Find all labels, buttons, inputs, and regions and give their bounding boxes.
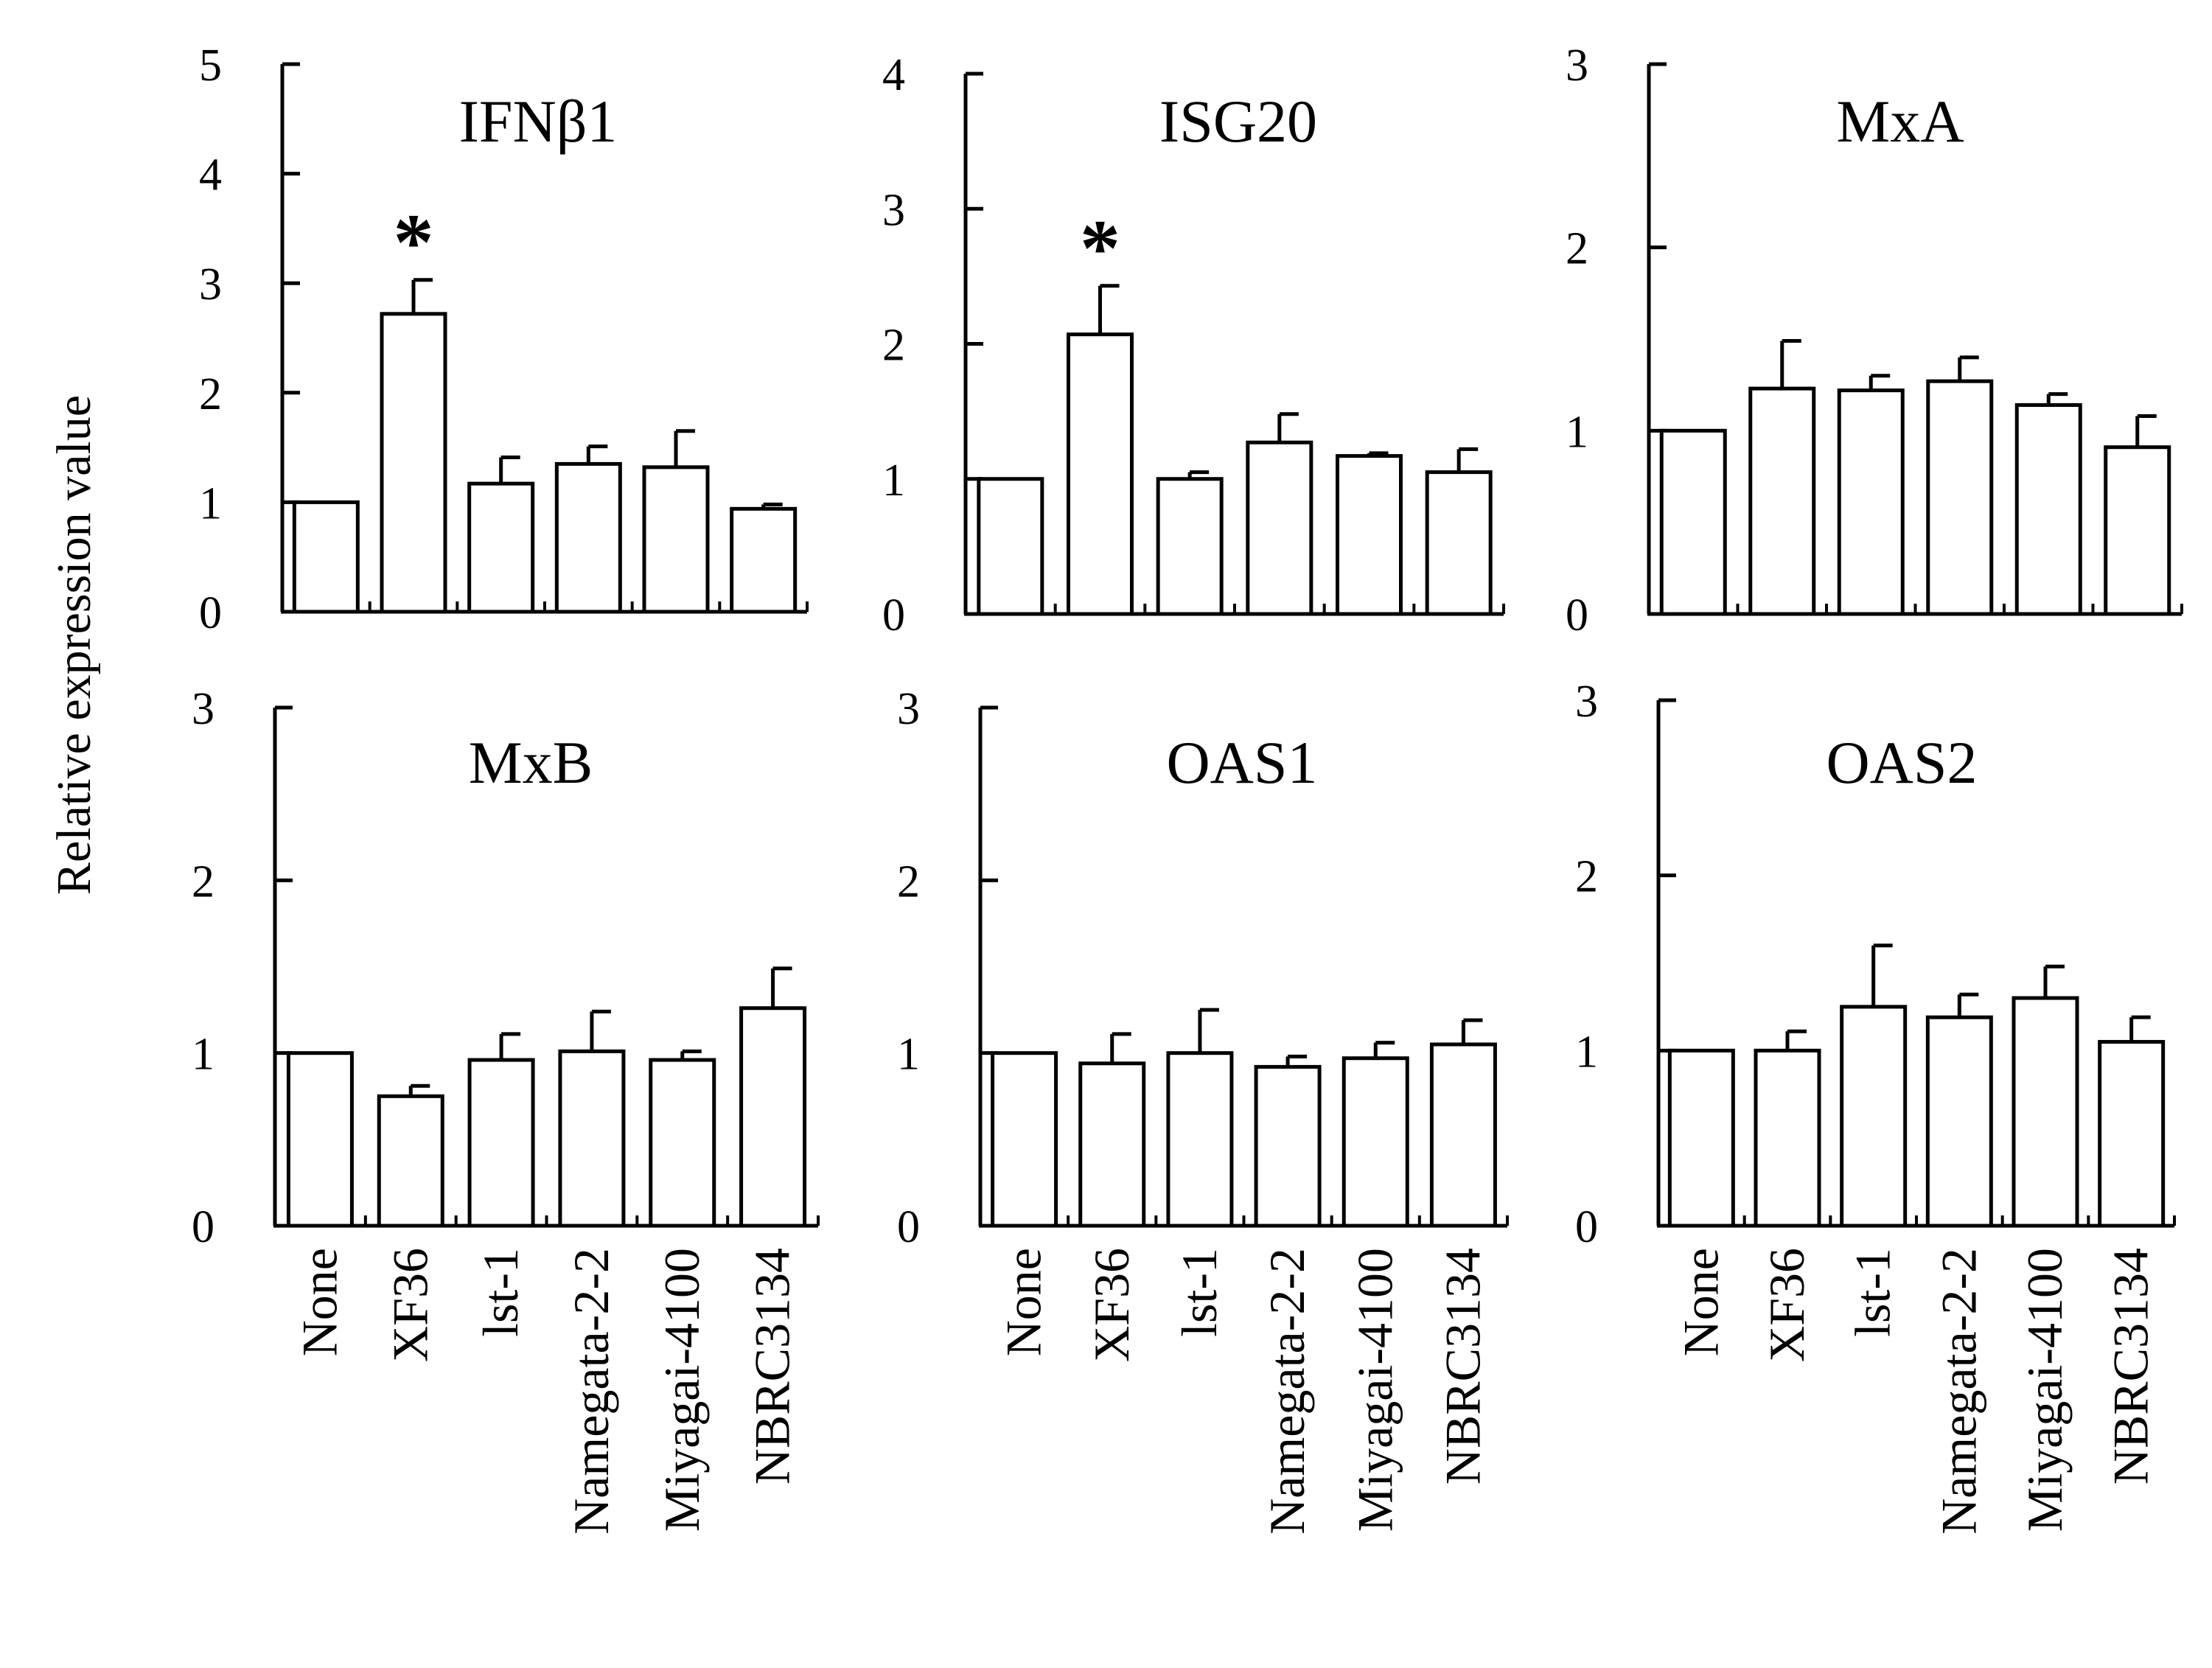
bar <box>1254 1064 1322 1228</box>
bar <box>1925 1015 1993 1228</box>
significance-star: * <box>394 198 434 287</box>
bar <box>991 1051 1058 1228</box>
panel-title: MxA <box>1836 88 1964 155</box>
bar <box>286 1051 354 1228</box>
y-tick-label: 3 <box>1575 677 1598 727</box>
bar <box>377 1094 444 1228</box>
bar <box>380 312 447 614</box>
y-tick-label: 0 <box>192 1202 214 1252</box>
bar <box>292 500 360 614</box>
category-label: Namegata-2-2 <box>1259 1248 1315 1535</box>
significance-star: * <box>1080 203 1120 293</box>
bar <box>1837 388 1905 616</box>
category-label: XF36 <box>1759 1248 1815 1362</box>
bar <box>1659 428 1727 616</box>
category-label: XF36 <box>1084 1248 1140 1362</box>
bar <box>1667 1048 1735 1228</box>
bar <box>730 506 798 614</box>
bar <box>1156 477 1224 616</box>
bar <box>1341 1056 1409 1228</box>
category-label: NBRC3134 <box>744 1248 800 1484</box>
y-tick-label: 0 <box>897 1202 920 1252</box>
y-tick-label: 1 <box>882 456 905 506</box>
category-label: Miyagai-4100 <box>1347 1248 1403 1532</box>
bar <box>1166 1051 1234 1228</box>
y-tick-label: 4 <box>199 150 222 200</box>
category-label: Miyagai-4100 <box>2017 1248 2073 1532</box>
panel-title: OAS1 <box>1166 729 1317 796</box>
y-tick-label: 3 <box>897 684 920 734</box>
bar <box>977 477 1044 616</box>
bar <box>649 1058 716 1228</box>
y-tick-label: 3 <box>1566 41 1588 91</box>
y-tick-label: 3 <box>199 259 222 310</box>
bar <box>2098 1039 2166 1228</box>
bar <box>558 1049 626 1228</box>
bar <box>1926 379 1994 616</box>
y-tick-label: 1 <box>199 478 222 528</box>
y-tick-label: 0 <box>1566 590 1588 641</box>
bar <box>2012 996 2079 1228</box>
bar <box>1067 332 1134 616</box>
bar <box>642 465 710 614</box>
category-label: lst-1 <box>472 1248 528 1337</box>
bar <box>1748 386 1816 616</box>
bar <box>467 1058 535 1228</box>
bar <box>1078 1061 1146 1228</box>
y-tick-label: 3 <box>192 684 214 734</box>
panel-title: ISG20 <box>1159 88 1317 155</box>
bar <box>1336 454 1403 616</box>
category-label: None <box>996 1248 1052 1356</box>
panel-title: OAS2 <box>1826 729 1977 796</box>
y-tick-label: 2 <box>1566 224 1588 274</box>
y-axis-label: Relative expression value <box>47 395 101 895</box>
y-tick-label: 1 <box>897 1030 920 1080</box>
y-tick-label: 2 <box>192 856 214 907</box>
category-label: Namegata-2-2 <box>1930 1248 1986 1535</box>
y-tick-label: 2 <box>882 321 905 371</box>
bar <box>1754 1048 1821 1228</box>
y-tick-label: 2 <box>897 856 920 907</box>
panel-title: MxB <box>469 729 593 796</box>
y-tick-label: 1 <box>1566 407 1588 457</box>
y-tick-label: 3 <box>882 185 905 235</box>
category-label: NBRC3134 <box>1434 1248 1490 1484</box>
bar <box>1425 470 1493 616</box>
y-tick-label: 4 <box>882 50 905 100</box>
y-tick-label: 1 <box>192 1030 214 1080</box>
bar <box>739 1006 807 1228</box>
panel-title: IFNβ1 <box>459 88 618 155</box>
y-tick-label: 0 <box>199 588 222 638</box>
y-tick-label: 2 <box>1575 852 1598 902</box>
category-label: Namegata-2-2 <box>563 1248 619 1535</box>
category-label: lst-1 <box>1171 1248 1227 1337</box>
category-label: lst-1 <box>1845 1248 1901 1337</box>
bar <box>554 461 622 614</box>
category-label: NBRC3134 <box>2103 1248 2159 1484</box>
bar <box>1246 440 1313 616</box>
bar <box>2104 445 2171 616</box>
bar <box>467 481 535 614</box>
category-label: XF36 <box>382 1248 438 1362</box>
y-tick-label: 5 <box>199 41 222 91</box>
y-tick-label: 0 <box>1575 1202 1598 1252</box>
y-tick-label: 2 <box>199 369 222 419</box>
bar <box>1840 1005 1908 1228</box>
y-tick-label: 1 <box>1575 1027 1598 1077</box>
category-label: None <box>1672 1248 1728 1356</box>
category-label: None <box>291 1248 347 1356</box>
y-tick-label: 0 <box>882 590 905 641</box>
bar <box>2014 403 2082 616</box>
bar <box>1429 1042 1497 1228</box>
category-label: Miyagai-4100 <box>654 1248 710 1532</box>
